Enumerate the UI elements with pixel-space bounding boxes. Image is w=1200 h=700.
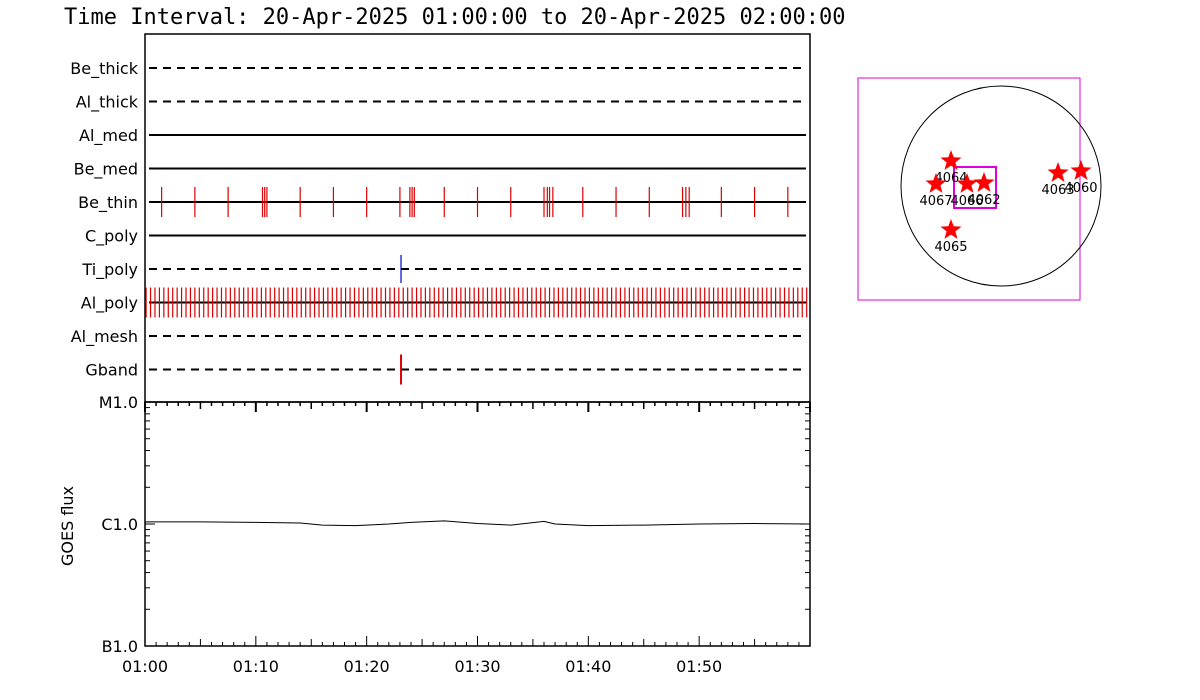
region-label: 4066 [950, 194, 983, 209]
channel-row-c-poly: C_poly [85, 227, 806, 247]
region-label: 4060 [1064, 181, 1097, 196]
target-box [953, 166, 997, 209]
region-label: 4067 [919, 194, 952, 209]
channel-row-al-mesh: Al_mesh [71, 327, 806, 347]
x-tick-label: 01:10 [233, 657, 279, 676]
x-tick-label: 01:40 [565, 657, 611, 676]
x-tick-label: 01:00 [122, 657, 168, 676]
region-label: 4063 [1041, 183, 1074, 198]
x-tick-label: 01:20 [344, 657, 390, 676]
star-marker [940, 219, 962, 239]
x-tick-label: 01:50 [676, 657, 722, 676]
y-axis-label: GOES flux [58, 486, 77, 566]
exposure-timeline-chart: Be_thick Al_thick Al_med Be_med Be_thin C_pol… [70, 33, 811, 403]
active-region-4062: 4062 [967, 172, 1001, 208]
channel-row-al-poly: Al_poly [81, 287, 808, 318]
channel-label: C_poly [85, 227, 138, 247]
timeline-frame [144, 33, 811, 403]
goes-flux-line [145, 520, 811, 527]
field-of-view-box [857, 77, 1081, 301]
active-region-4060: 4060 [1064, 160, 1098, 196]
channel-label: Al_mesh [71, 327, 138, 347]
y-tick-label: B1.0 [102, 637, 138, 656]
star-marker [1047, 162, 1069, 182]
channel-label: Al_med [79, 126, 138, 146]
star-marker [973, 172, 995, 192]
star-marker [940, 150, 962, 170]
channel-row-gband: Gband [85, 354, 806, 385]
channel-label: Be_thin [78, 193, 138, 213]
channel-row-be-thick: Be_thick [70, 59, 806, 79]
channel-label: Be_med [74, 160, 138, 180]
active-region-4067: 4067 [919, 173, 953, 209]
star-marker [925, 173, 947, 193]
channel-row-ti-poly: Ti_poly [81, 255, 806, 283]
solar-limb [900, 85, 1102, 287]
chart-title: Time Interval: 20-Apr-2025 01:00:00 to 2… [64, 5, 845, 30]
y-tick-label: C1.0 [101, 515, 138, 534]
channel-label: Gband [85, 361, 138, 380]
channel-label: Al_thick [76, 93, 139, 113]
channel-row-al-med: Al_med [79, 126, 806, 146]
channel-row-be-thin: Be_thin [78, 187, 806, 217]
channel-row-be-med: Be_med [74, 160, 806, 180]
goes-flux-chart: B1.0 C1.0 M1.0 GOES flux 01:00 01:10 01:20 01:3… [58, 393, 811, 676]
channel-label: Be_thick [70, 59, 138, 79]
star-marker [1070, 160, 1092, 180]
active-region-4063: 4063 [1041, 162, 1075, 198]
y-tick-label: M1.0 [99, 393, 138, 412]
region-label: 4062 [967, 193, 1000, 208]
star-marker [956, 173, 978, 193]
channel-row-al-thick: Al_thick [76, 93, 806, 113]
active-region-4065: 4065 [934, 219, 968, 255]
x-tick-label: 01:30 [454, 657, 500, 676]
active-region-4066: 4066 [950, 173, 984, 209]
channel-label: Al_poly [81, 294, 138, 314]
channel-label: Ti_poly [81, 260, 138, 280]
region-label: 4065 [934, 240, 967, 255]
